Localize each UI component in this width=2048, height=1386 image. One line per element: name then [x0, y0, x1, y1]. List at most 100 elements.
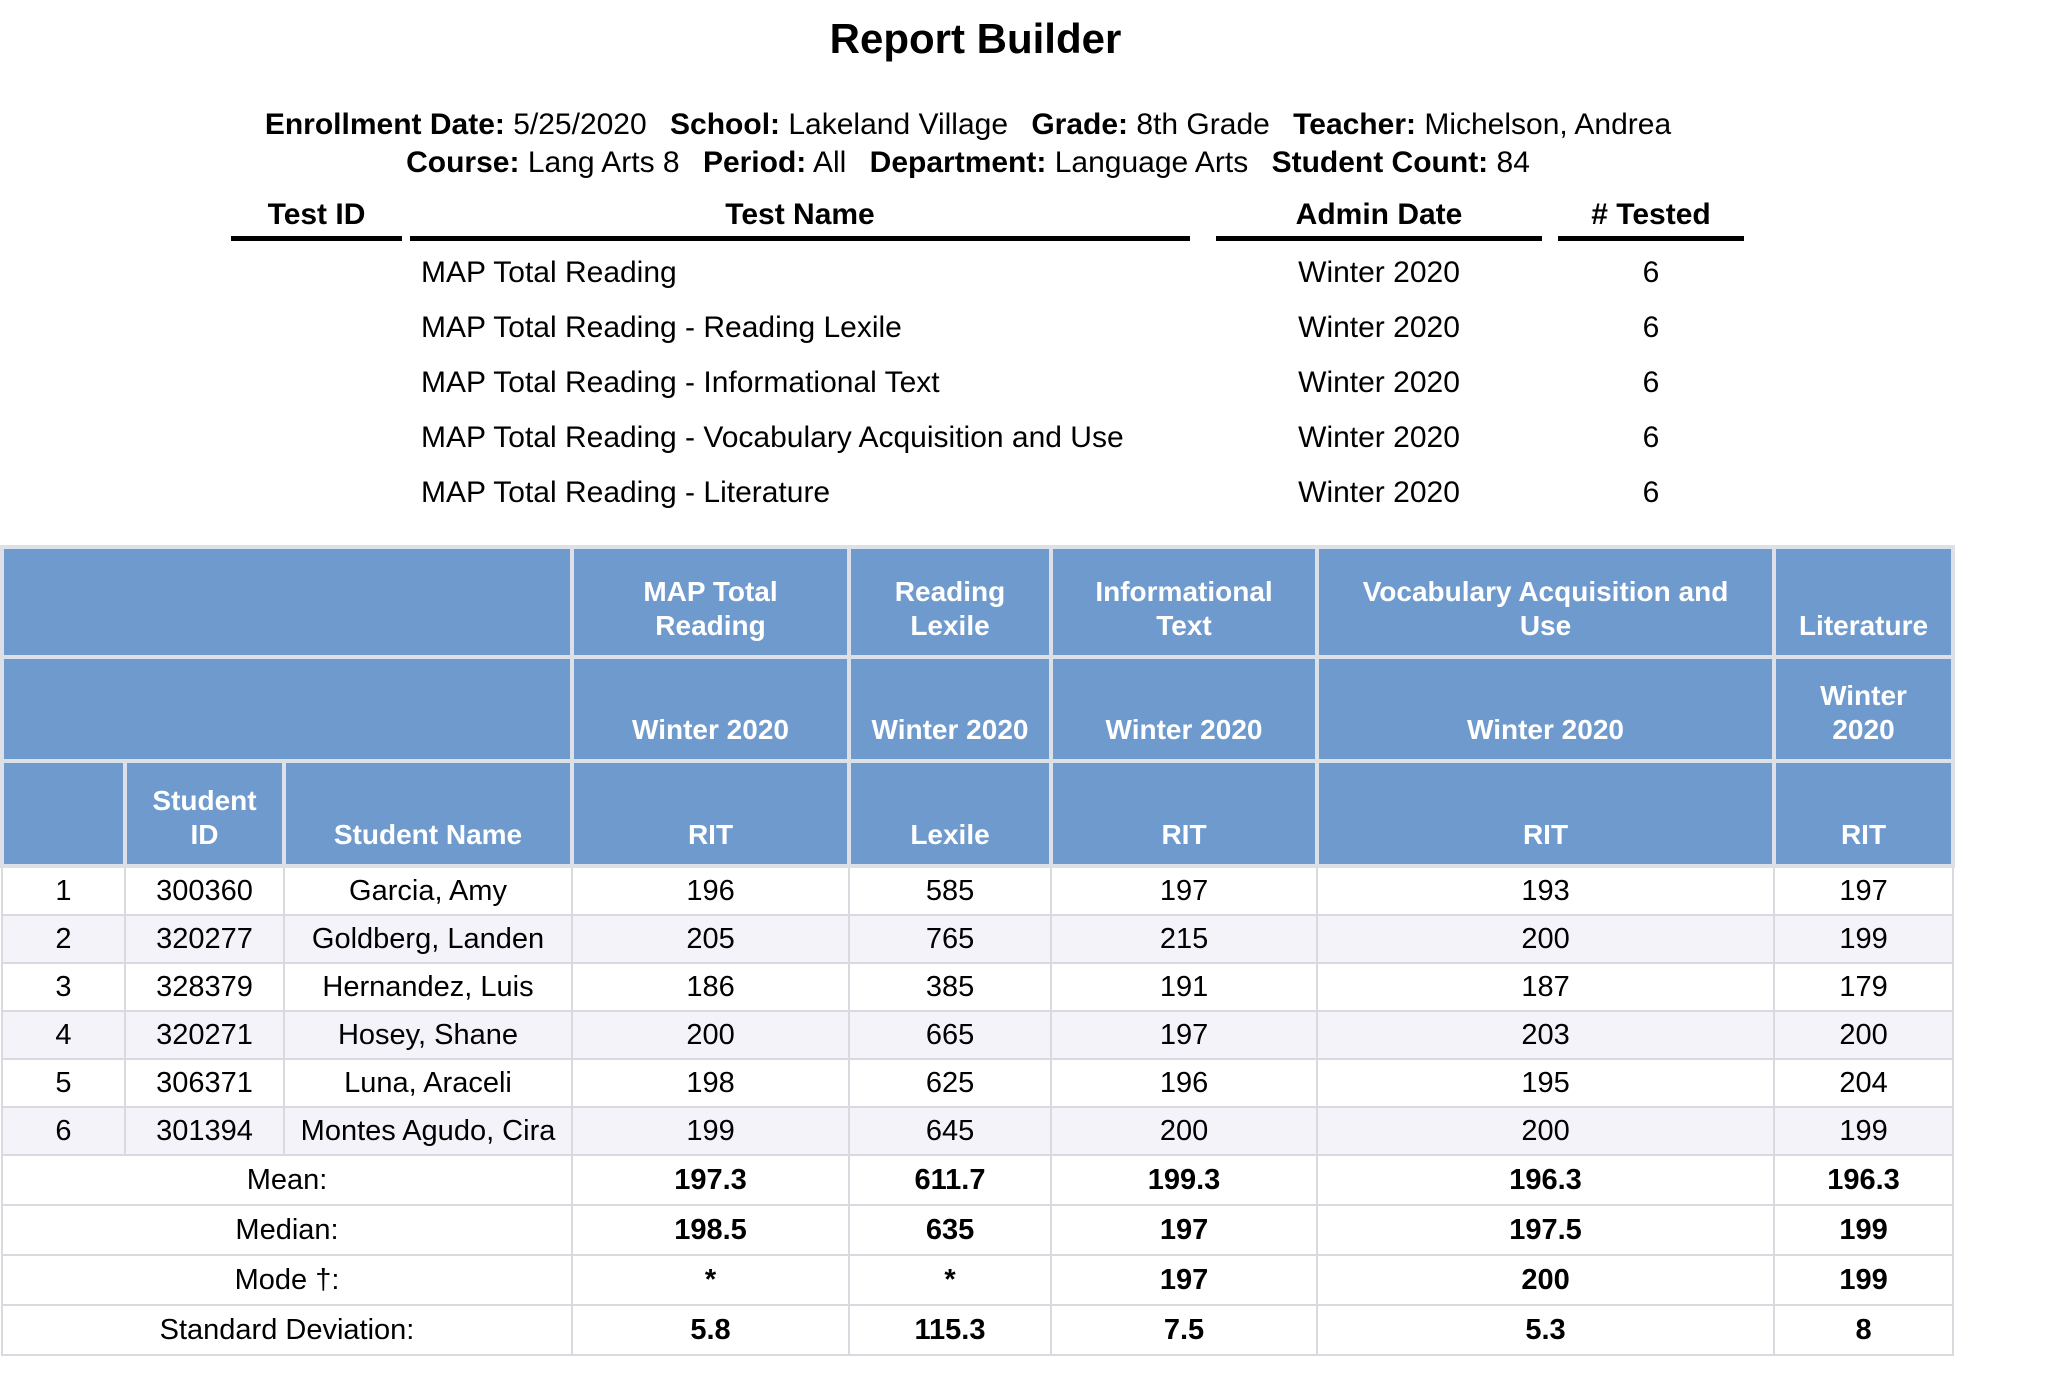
term-cell: Winter 2020 [1315, 655, 1777, 763]
page-title: Report Builder [829, 15, 1122, 62]
term-cell: Winter 2020 [1772, 655, 1956, 763]
summary-value: 197 [1050, 1204, 1319, 1256]
meta-value: Lakeland Village [788, 108, 1008, 141]
summary-value: 197.5 [1316, 1204, 1776, 1256]
test-id-cell [231, 311, 402, 345]
col-header-vocabulary: Vocabulary Acquisition and Use [1315, 545, 1777, 659]
summary-value: 197 [1050, 1254, 1319, 1306]
score-cell: 204 [1773, 1058, 1955, 1108]
student-name-cell: Montes Agudo, Cira [282, 1106, 574, 1156]
summary-value: 197.3 [571, 1154, 851, 1206]
test-id-cell [231, 476, 402, 510]
score-cell: 196 [1050, 1058, 1319, 1108]
meta-student-count: Student Count: 84 [1272, 146, 1530, 179]
row-number-cell: 5 [1, 1058, 126, 1108]
col-header-reading-lexile: Reading Lexile [847, 545, 1054, 659]
table-row: 6 301394 Montes Agudo, Cira 199 645 200 … [1, 1106, 1955, 1156]
term-header-row: Winter 2020 Winter 2020 Winter 2020 Wint… [0, 655, 1956, 763]
col-header-informational-text: Informational Text [1049, 545, 1320, 659]
num-tested-cell: 6 [1642, 256, 1660, 289]
score-cell: 199 [1773, 914, 1955, 964]
score-cell: 199 [1773, 1106, 1955, 1156]
score-cell: 215 [1050, 914, 1319, 964]
num-tested-cell: 6 [1642, 366, 1660, 399]
test-name-text: MAP Total Reading - Literature [421, 476, 831, 509]
student-id-cell: 320271 [124, 1010, 285, 1060]
test-name-cell: MAP Total Reading - Vocabulary Acquisiti… [410, 421, 1190, 455]
meta-value: All [812, 146, 847, 179]
meta-label: Grade: [1031, 108, 1129, 141]
score-cell: 200 [1316, 1106, 1776, 1156]
summary-value: 7.5 [1050, 1304, 1319, 1356]
score-cell: 625 [848, 1058, 1053, 1108]
test-name-cell: MAP Total Reading [410, 256, 1190, 290]
score-cell: 179 [1773, 962, 1955, 1012]
test-name-text: MAP Total Reading - Informational Text [421, 366, 940, 399]
admin-date-cell: Winter 2020 [1298, 421, 1460, 454]
metric-cell: Lexile [847, 759, 1054, 868]
score-cell: 665 [848, 1010, 1053, 1060]
blank-header-cell [0, 545, 575, 659]
row-number-cell: 4 [1, 1010, 126, 1060]
test-list-header: Test ID Test Name Admin Date # Tested [231, 200, 1951, 241]
meta-value: Michelson, Andrea [1424, 108, 1672, 141]
score-cell: 197 [1050, 865, 1319, 916]
meta-label: Course: [406, 146, 520, 179]
term-cell: Winter 2020 [1049, 655, 1320, 763]
meta-label: Period: [702, 146, 807, 179]
meta-label: School: [670, 108, 781, 141]
summary-value: 196.3 [1316, 1154, 1776, 1206]
student-name-cell: Garcia, Amy [282, 865, 574, 916]
meta-label: Department: [869, 146, 1047, 179]
metric-cell: RIT [570, 759, 852, 868]
summary-row-mode: Mode †: * * 197 200 199 [0, 1254, 1955, 1306]
summary-value: 5.3 [1316, 1304, 1776, 1356]
report-container: Report Builder Enrollment Date: 5/25/202… [0, 15, 1956, 1356]
summary-value: 198.5 [571, 1204, 851, 1256]
meta-value: 84 [1496, 146, 1530, 179]
score-cell: 200 [1050, 1106, 1319, 1156]
blank-header-cell [0, 655, 575, 763]
score-table: MAP Total Reading Reading Lexile Informa… [0, 545, 1956, 1356]
admin-date-cell: Winter 2020 [1298, 311, 1460, 344]
score-cell: 195 [1316, 1058, 1776, 1108]
score-cell: 198 [571, 1058, 851, 1108]
summary-value: 635 [848, 1204, 1053, 1256]
num-tested-cell: 6 [1642, 476, 1660, 509]
summary-label: Standard Deviation: [0, 1304, 574, 1356]
metric-cell: RIT [1315, 759, 1777, 868]
summary-value: * [848, 1254, 1053, 1306]
metric-cell: RIT [1049, 759, 1320, 868]
meta-label: Enrollment Date: [264, 108, 505, 141]
admin-date-cell: Winter 2020 [1298, 476, 1460, 509]
meta-label: Teacher: [1293, 108, 1416, 141]
test-name-cell: MAP Total Reading - Reading Lexile [410, 311, 1190, 345]
num-tested-cell: 6 [1642, 311, 1660, 344]
table-row: 2 320277 Goldberg, Landen 205 765 215 20… [1, 914, 1955, 964]
test-name-cell: MAP Total Reading - Literature [410, 476, 1190, 510]
score-cell: 196 [571, 865, 851, 916]
score-cell: 199 [571, 1106, 851, 1156]
student-name-cell: Goldberg, Landen [282, 914, 574, 964]
test-list: Test ID Test Name Admin Date # Tested MA… [231, 200, 1951, 510]
score-cell: 191 [1050, 962, 1319, 1012]
summary-value: 199.3 [1050, 1154, 1319, 1206]
summary-value: 115.3 [848, 1304, 1053, 1356]
summary-value: 199 [1773, 1254, 1955, 1306]
summary-label: Mean: [0, 1154, 574, 1206]
metric-header-row: Student ID Student Name RIT Lexile RIT R… [0, 759, 1956, 868]
student-id-cell: 300360 [124, 865, 285, 916]
score-cell: 200 [1316, 914, 1776, 964]
summary-row-standard-deviation: Standard Deviation: 5.8 115.3 7.5 5.3 8 [0, 1304, 1955, 1356]
test-list-header-test-name: Test Name [410, 200, 1190, 241]
summary-row-mean: Mean: 197.3 611.7 199.3 196.3 196.3 [0, 1154, 1955, 1206]
score-cell: 200 [1773, 1010, 1955, 1060]
row-number-cell: 6 [1, 1106, 126, 1156]
summary-value: 611.7 [848, 1154, 1053, 1206]
student-id-cell: 306371 [124, 1058, 285, 1108]
test-list-header-admin-date: Admin Date [1216, 200, 1542, 241]
score-cell: 197 [1050, 1010, 1319, 1060]
meta-department: Department: Language Arts [870, 146, 1249, 179]
test-list-header-test-id: Test ID [231, 200, 402, 241]
summary-value: 8 [1773, 1304, 1955, 1356]
